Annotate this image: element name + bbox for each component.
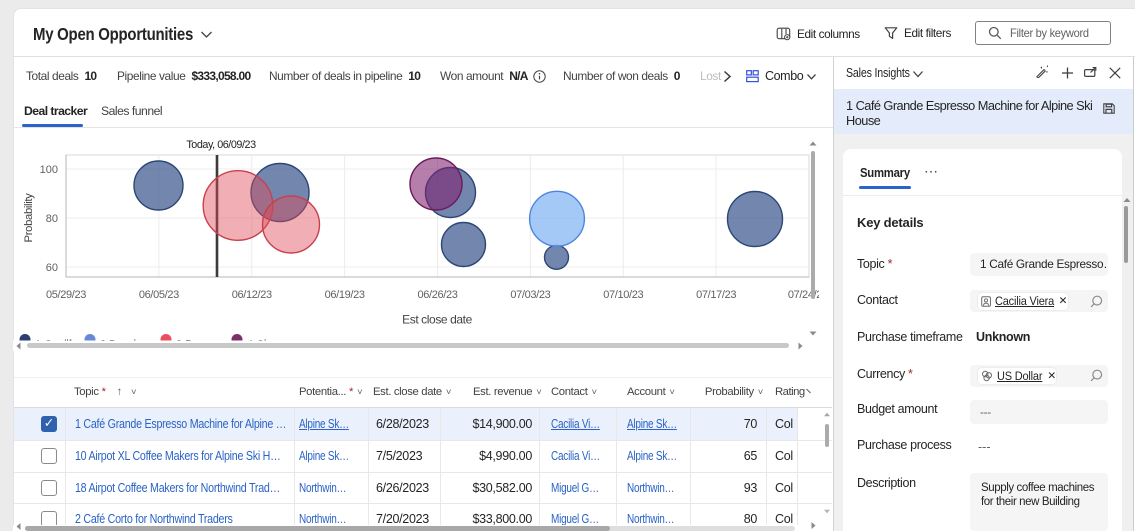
svg-text:80: 80 (46, 213, 58, 225)
svg-text:06/19/23: 06/19/23 (325, 289, 365, 301)
svg-text:06/05/23: 06/05/23 (139, 289, 179, 301)
svg-text:100: 100 (40, 164, 58, 176)
svg-text:05/29/23: 05/29/23 (46, 289, 86, 301)
svg-text:06/26/23: 06/26/23 (417, 289, 457, 301)
svg-text:Today, 06/09/23: Today, 06/09/23 (186, 139, 256, 151)
svg-text:06/12/23: 06/12/23 (232, 289, 272, 301)
svg-text:Probability: Probability (23, 193, 35, 243)
svg-text:60: 60 (46, 262, 58, 274)
svg-text:07/10/23: 07/10/23 (603, 289, 643, 301)
svg-text:Est close date: Est close date (402, 313, 473, 327)
svg-text:07/03/23: 07/03/23 (510, 289, 550, 301)
svg-text:07/17/23: 07/17/23 (696, 289, 736, 301)
